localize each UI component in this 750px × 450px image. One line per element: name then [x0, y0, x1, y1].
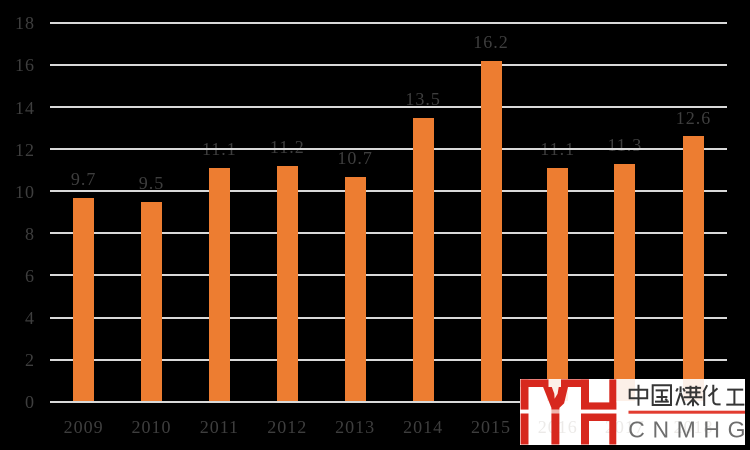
- svg-text:CNMHG: CNMHG: [628, 416, 745, 442]
